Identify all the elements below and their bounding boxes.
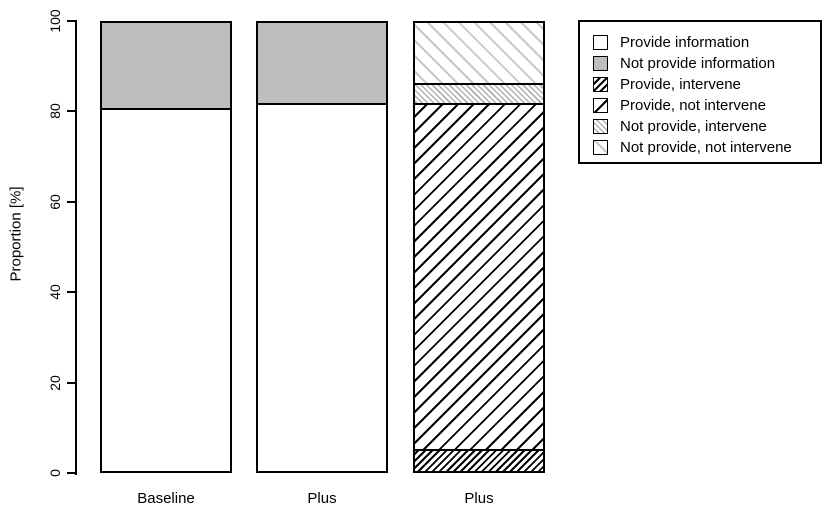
bar-outline <box>413 20 545 473</box>
bar-segment-border <box>413 449 545 452</box>
legend-item: Not provide information <box>593 53 820 74</box>
y-axis-tick <box>67 291 75 293</box>
bar-segment <box>100 108 232 473</box>
legend-label: Not provide, not intervene <box>620 139 792 156</box>
legend-item: Provide information <box>593 32 820 53</box>
bar-segment-border <box>413 103 545 106</box>
y-axis-tick-label: 60 <box>47 193 63 210</box>
y-axis-line <box>75 19 77 475</box>
y-axis-tick <box>67 110 75 112</box>
legend-swatch <box>593 77 608 92</box>
legend-item: Not provide, intervene <box>593 116 820 137</box>
x-axis-category-label: Plus <box>464 490 494 507</box>
legend-swatch <box>593 98 608 113</box>
bar-segment-border <box>413 82 545 85</box>
legend-swatch <box>593 35 608 50</box>
legend-label: Provide, intervene <box>620 76 741 93</box>
bar-segment <box>100 20 232 109</box>
legend-swatch <box>593 140 608 155</box>
bar-segment <box>413 104 545 451</box>
bar-segment <box>256 20 388 105</box>
legend-item: Provide, not intervene <box>593 95 820 116</box>
y-axis-tick <box>67 472 75 474</box>
x-axis-category-label: Baseline <box>137 490 195 507</box>
x-axis-category-label: Plus <box>307 490 337 507</box>
bar-segment <box>413 450 545 473</box>
y-axis-tick-label: 0 <box>47 469 63 477</box>
legend-swatch <box>593 56 608 71</box>
bar-segment <box>256 104 388 473</box>
y-axis-title: Proportion [%] <box>7 186 25 282</box>
y-axis-tick <box>67 19 75 22</box>
bar-outline <box>100 20 232 473</box>
y-axis-tick-label: 80 <box>47 103 63 119</box>
legend-label: Provide information <box>620 34 750 51</box>
y-axis-tick-label: 20 <box>47 374 63 391</box>
y-axis-tick <box>67 381 75 384</box>
legend-item: Provide, intervene <box>593 74 820 95</box>
bar-segment-border <box>256 103 388 106</box>
legend-label: Not provide information <box>620 55 776 72</box>
y-axis-tick <box>67 200 75 203</box>
legend-swatch <box>593 119 608 134</box>
bar-segment-border <box>100 107 232 110</box>
bar-outline <box>256 20 388 473</box>
y-axis-tick-label: 100 <box>47 8 63 33</box>
legend: Provide information Not provide informati… <box>578 20 822 164</box>
bar-segment <box>413 83 545 105</box>
y-axis-tick-label: 40 <box>47 284 63 300</box>
legend-item: Not provide, not intervene <box>593 137 820 158</box>
legend-label: Not provide, intervene <box>620 118 767 135</box>
legend-label: Provide, not intervene <box>620 97 766 114</box>
bar-segment <box>413 20 545 84</box>
